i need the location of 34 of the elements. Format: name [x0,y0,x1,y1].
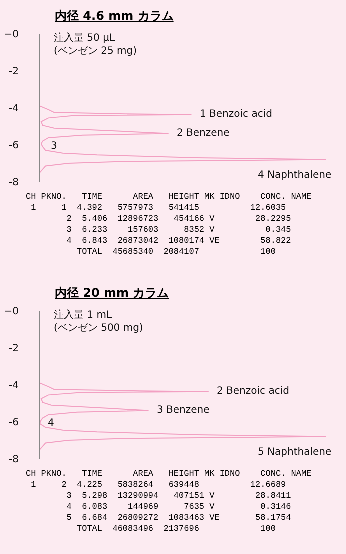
text: CH PKNO. TIME AREA HEIGHT MK IDNO CONC. NAME [26,192,312,202]
annotation: 2 Benzoic acid [217,386,290,397]
y-tick-label: -4 [9,104,19,114]
y-tick-label: -4 [9,380,19,392]
text: 3 6.233 157603 8352 V 0.345 [66,225,292,235]
annotation: 5 Naphthalene [258,447,332,458]
y-tick-label: -2 [9,66,19,78]
text: 4 6.083 144969 7635 V 0.3146 [66,502,292,512]
annotation: 3 Benzene [157,405,210,416]
chart-title: 内径 4.6 mm カラム [55,8,174,25]
y-tick-label: -6 [9,140,19,152]
text: CH PKNO. TIME AREA HEIGHT MK IDNO CONC. NAME [26,469,312,479]
chart-title: 内径 20 mm カラム [55,285,170,302]
annotation: 3 [51,141,58,152]
text: 1 2 4.225 5838264 639448 12.6689 [31,480,286,490]
text: TOTAL 45685340 2084107 100 [77,247,276,257]
text: 4 6.843 26873042 1080174 VE 58.822 [66,236,292,246]
y-tick-label: -2 [9,344,19,354]
y-tick-label: -8 [9,178,19,188]
y-tick-label: −0 [4,30,19,40]
y-tick-label: -6 [9,418,19,428]
y-tick-label: -8 [9,454,19,466]
text: 注入量 1 mL (ベンゼン 500 mg) [54,309,144,334]
annotation: 2 Benzene [177,128,230,139]
text: 1 1 4.392 5757973 541415 12.6035 [31,203,286,213]
annotation: 1 Benzoic acid [200,109,272,120]
text: 注入量 50 µL (ベンゼン 25 mg) [54,32,138,57]
annotation: 4 Naphthalene [258,170,332,181]
text: 5 6.684 26809272 1083463 VE 58.1754 [66,513,292,523]
annotation: 4 [48,418,54,429]
text: 2 5.406 12896723 454166 V 28.2295 [66,214,292,224]
text: 3 5.298 13290994 407151 V 28.8411 [66,491,292,501]
y-tick-label: −0 [4,306,19,318]
text: TOTAL 46083496 2137696 100 [77,524,276,534]
